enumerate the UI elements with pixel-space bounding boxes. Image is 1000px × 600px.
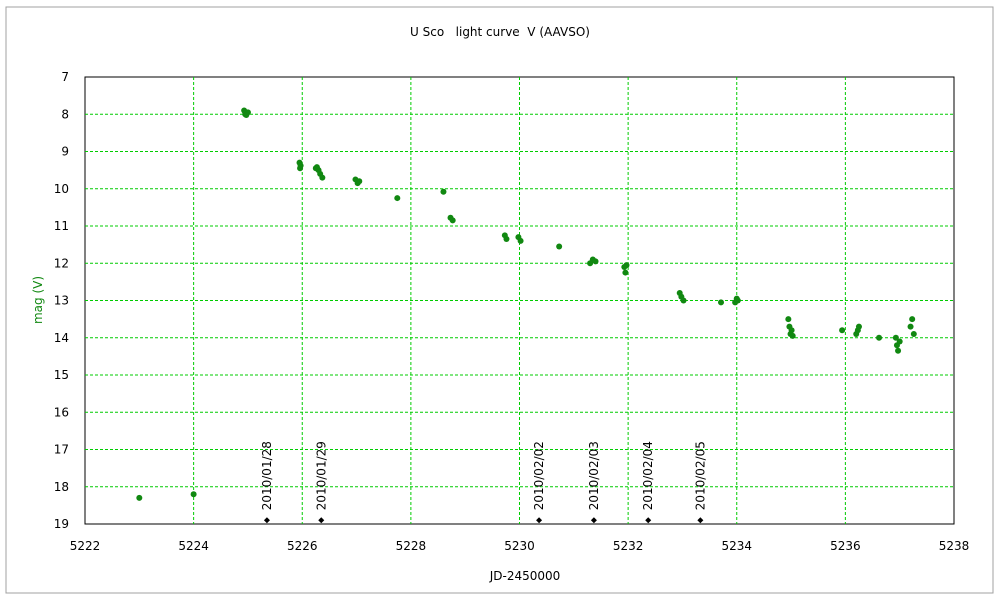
date-marker [645, 517, 652, 524]
x-tick-label: 5232 [613, 539, 644, 553]
data-point [297, 162, 304, 169]
data-point [319, 174, 326, 181]
frame [5, 6, 994, 594]
date-marker [536, 517, 543, 524]
y-tick-label: 7 [61, 70, 69, 84]
data-point [839, 327, 846, 334]
y-tick-label: 12 [54, 256, 69, 270]
data-point [623, 262, 630, 269]
x-tick-label: 5226 [287, 539, 318, 553]
x-tick-label: 5234 [721, 539, 752, 553]
data-point [136, 494, 143, 501]
data-point [190, 491, 197, 498]
y-tick-label: 13 [54, 294, 69, 308]
data-point [789, 332, 796, 339]
data-point [785, 316, 792, 323]
data-point [896, 338, 903, 345]
x-tick-label: 5228 [396, 539, 427, 553]
data-point [855, 323, 862, 330]
date-marker [318, 517, 325, 524]
date-label: 2010/01/28 [260, 441, 274, 510]
date-label: 2010/02/02 [532, 441, 546, 510]
date-marker [697, 517, 704, 524]
x-axis-label: JD-2450000 [489, 569, 561, 583]
data-point [517, 237, 524, 244]
data-point [503, 236, 510, 243]
date-label: 2010/02/05 [693, 441, 707, 510]
y-tick-label: 9 [61, 145, 69, 159]
x-tick-label: 5236 [830, 539, 861, 553]
data-point [717, 299, 724, 306]
y-tick-label: 14 [54, 331, 69, 345]
data-point [910, 331, 917, 338]
data-point [440, 188, 447, 195]
x-tick-label: 5224 [178, 539, 209, 553]
data-point [622, 269, 629, 276]
data-point [356, 178, 363, 185]
y-tick-label: 11 [54, 219, 69, 233]
data-point [592, 258, 599, 265]
date-marker [263, 517, 270, 524]
data-point [895, 347, 902, 354]
y-axis-label: mag (V) [31, 276, 45, 324]
data-point [892, 334, 899, 341]
date-label: 2010/02/04 [641, 441, 655, 510]
date-label: 2010/01/29 [314, 441, 328, 510]
data-point [788, 327, 795, 334]
x-tick-label: 5230 [504, 539, 535, 553]
y-tick-label: 8 [61, 107, 69, 121]
data-point [556, 243, 563, 250]
data-point [907, 323, 914, 330]
data-point [243, 111, 250, 118]
data-point [734, 297, 741, 304]
y-tick-label: 19 [54, 517, 69, 531]
data-point [449, 217, 456, 224]
chart-title: U Sco light curve V (AAVSO) [410, 25, 590, 39]
data-point [909, 316, 916, 323]
y-tick-label: 15 [54, 368, 69, 382]
y-tick-label: 16 [54, 405, 69, 419]
data-point [876, 334, 883, 341]
y-tick-label: 17 [54, 443, 69, 457]
y-tick-label: 10 [54, 182, 69, 196]
data-point [312, 165, 319, 172]
data-point [680, 297, 687, 304]
x-tick-label: 5238 [939, 539, 970, 553]
data-point [394, 195, 401, 202]
date-marker [590, 517, 597, 524]
date-label: 2010/02/03 [587, 441, 601, 510]
y-tick-label: 18 [54, 480, 69, 494]
x-tick-label: 5222 [70, 539, 101, 553]
